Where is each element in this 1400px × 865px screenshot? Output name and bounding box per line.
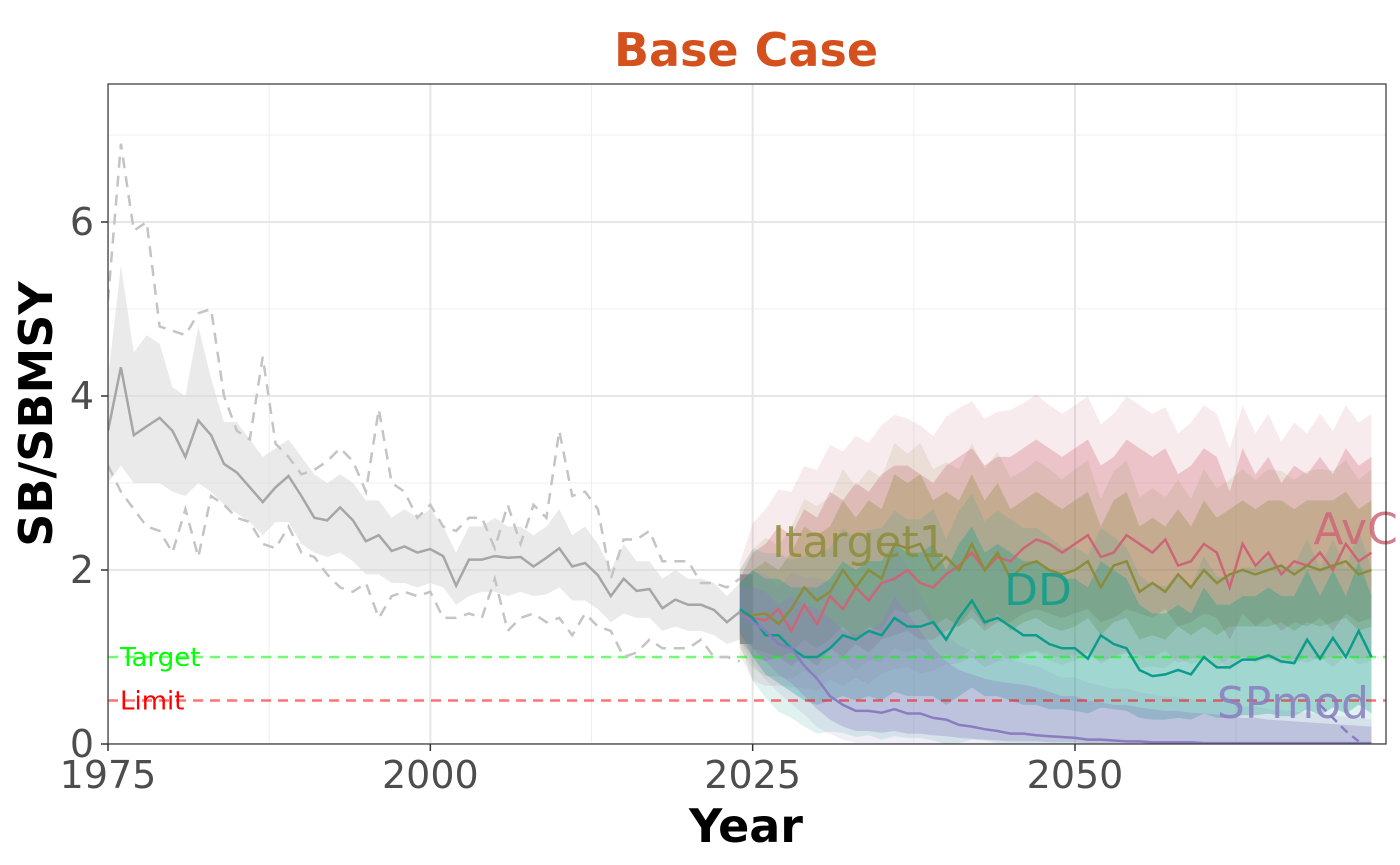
x-tick-label: 2025 (704, 753, 801, 797)
reference-lines: Target Limit (108, 643, 1386, 717)
y-tick-label: 6 (70, 200, 94, 244)
axis-ticks: 1975 2000 2025 2050 0 2 4 6 (60, 200, 1124, 797)
x-tick-label: 2050 (1027, 753, 1124, 797)
target-label: Target (119, 643, 200, 673)
historical-median-line (108, 367, 741, 624)
historical-sim-2 (108, 465, 741, 663)
panel-border (107, 83, 1387, 745)
chart-title: Base Case (614, 23, 878, 77)
uncertainty-bands (108, 265, 1372, 744)
limit-label: Limit (120, 687, 184, 717)
line-avc (739, 533, 1373, 634)
projection-start-band (739, 574, 753, 644)
label-dd: DD (1004, 565, 1072, 616)
band-inner-avc (739, 439, 1372, 666)
y-tick-label: 0 (70, 722, 94, 766)
y-axis-title: SB/SBMSY (9, 281, 63, 547)
label-spmod: SPmod (1217, 678, 1369, 729)
x-tick-label: 2000 (382, 753, 479, 797)
band-inner-itarget1 (739, 474, 1372, 657)
y-tick-label: 2 (70, 548, 94, 592)
line-dd (739, 598, 1373, 678)
historical-sim-1 (108, 143, 741, 589)
line-itarget1 (739, 541, 1372, 626)
band-outer-dd (739, 493, 1372, 744)
label-itarget1: Itarget1 (772, 517, 947, 568)
band-outer-avc (739, 394, 1372, 691)
band-outer-spmod (739, 545, 1372, 744)
y-tick-label: 4 (70, 374, 94, 418)
label-avc: AvC (1314, 504, 1398, 555)
historical-band (108, 265, 740, 644)
series-labels: Itarget1 AvC DD SPmod (772, 504, 1398, 729)
line-spmod (739, 612, 1372, 744)
x-tick-label: 1975 (60, 753, 157, 797)
x-axis-title: Year (688, 799, 803, 853)
band-inner-spmod (739, 587, 1372, 744)
band-inner-dd (739, 526, 1372, 720)
series-lines (108, 143, 1373, 744)
